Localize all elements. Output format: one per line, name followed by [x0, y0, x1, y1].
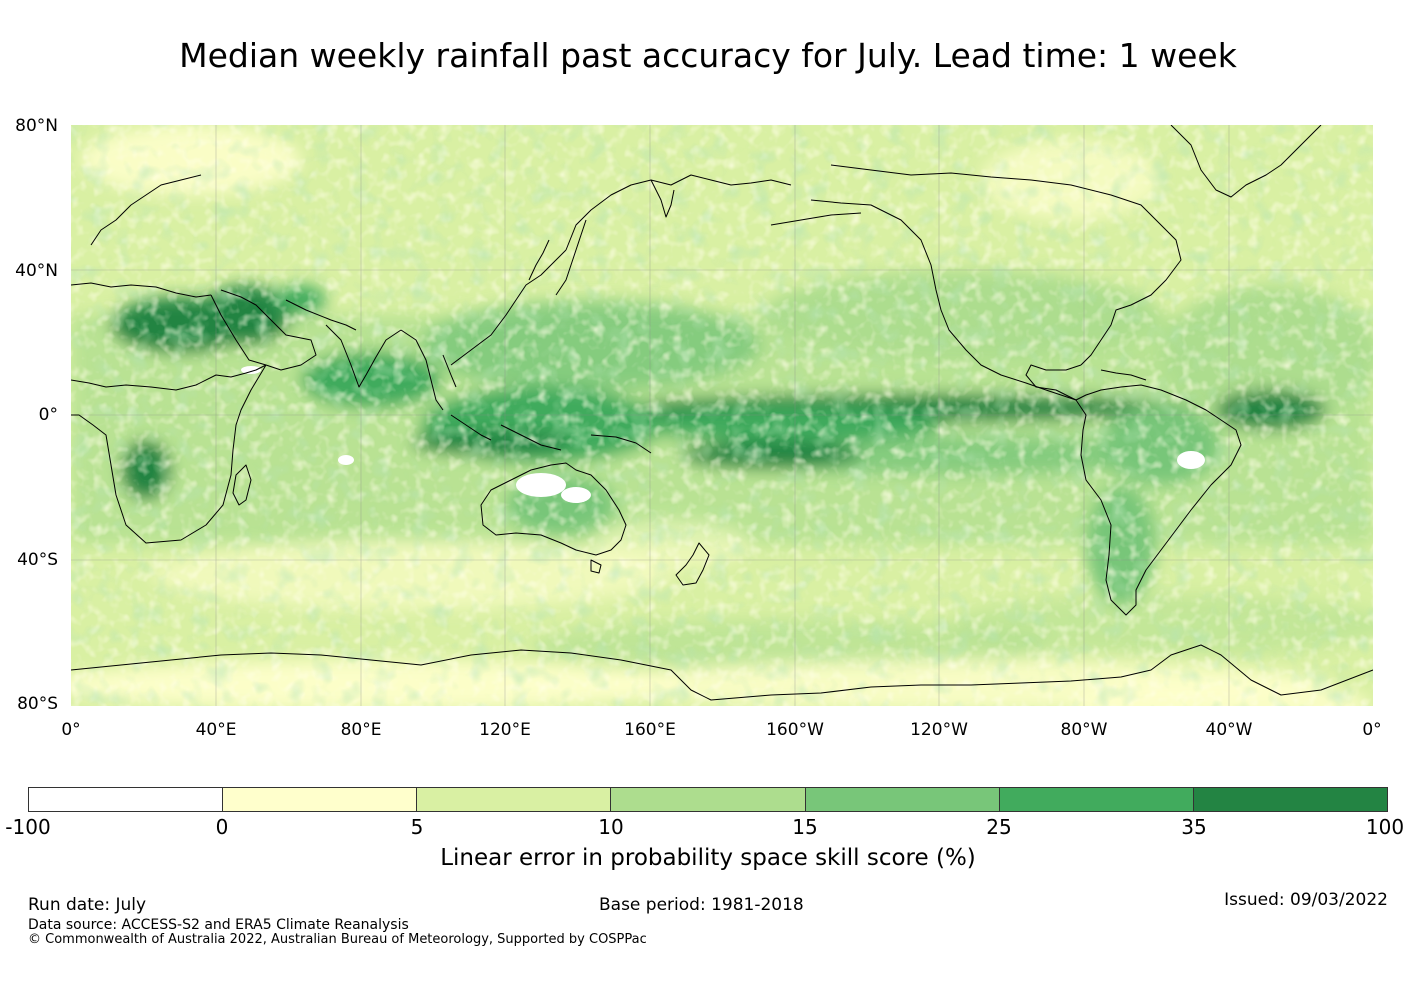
- run-date: Run date: July: [28, 895, 147, 915]
- map-svg: [71, 125, 1373, 706]
- colorbar-tick: -100: [5, 815, 51, 839]
- texture-dark: [71, 125, 1373, 706]
- colorbar-tick: 10: [598, 815, 624, 839]
- negative-skill-patches: [241, 366, 1205, 503]
- graticule: [71, 125, 1373, 706]
- issued-date: Issued: 09/03/2022: [1224, 890, 1388, 910]
- base-period: Base period: 1981-2018: [599, 895, 804, 915]
- lon-label-40w: 40°W: [1205, 720, 1253, 740]
- lon-label-0-right: 0°: [1362, 720, 1382, 740]
- colorbar: [28, 787, 1388, 812]
- skill-score-map: [71, 125, 1373, 706]
- lat-label-equator: 0°: [38, 405, 58, 425]
- lon-label-80e: 80°E: [340, 720, 382, 740]
- coastlines: [71, 125, 1373, 701]
- colorbar-tick: 0: [215, 815, 229, 839]
- colorbar-tick: 25: [986, 815, 1012, 839]
- colorbar-tick: 15: [792, 815, 818, 839]
- lon-label-120w: 120°W: [910, 720, 968, 740]
- colorbar-tick: 35: [1181, 815, 1207, 839]
- colorbar-tick: 5: [410, 815, 424, 839]
- lon-label-40e: 40°E: [195, 720, 237, 740]
- lat-label-80s: 80°S: [17, 694, 58, 714]
- colorbar-segment: [223, 788, 418, 811]
- copyright: © Commonwealth of Australia 2022, Austra…: [28, 932, 647, 947]
- colorbar-segment: [1193, 788, 1387, 811]
- lon-label-160w: 160°W: [766, 720, 824, 740]
- lat-label-40s: 40°S: [17, 550, 58, 570]
- colorbar-label: Linear error in probability space skill …: [440, 845, 976, 871]
- colorbar-segment: [999, 788, 1194, 811]
- data-source: Data source: ACCESS-S2 and ERA5 Climate …: [28, 917, 409, 933]
- colorbar-segment: [805, 788, 1000, 811]
- lon-label-160e: 160°E: [624, 720, 676, 740]
- colorbar-segment: [29, 788, 224, 811]
- map-title: Median weekly rainfall past accuracy for…: [179, 36, 1237, 75]
- colorbar-tick: 100: [1365, 815, 1405, 839]
- lon-label-120e: 120°E: [479, 720, 531, 740]
- lon-label-80w: 80°W: [1060, 720, 1108, 740]
- colorbar-segment: [611, 788, 806, 811]
- lat-label-80n: 80°N: [15, 116, 58, 136]
- lat-label-40n: 40°N: [15, 261, 58, 281]
- colorbar-segment: [417, 788, 612, 811]
- lon-label-0: 0°: [61, 720, 81, 740]
